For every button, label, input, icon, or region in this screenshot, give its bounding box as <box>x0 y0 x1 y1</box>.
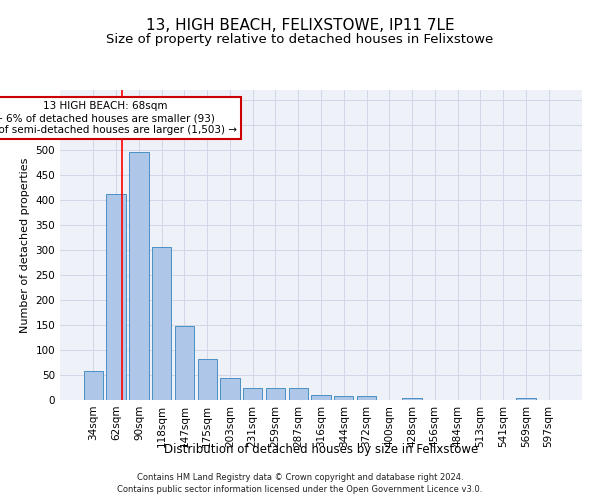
Bar <box>403 398 422 400</box>
Bar <box>106 194 126 400</box>
Text: Distribution of detached houses by size in Felixstowe: Distribution of detached houses by size … <box>164 442 478 456</box>
Bar <box>243 388 262 400</box>
Bar <box>84 371 103 400</box>
Bar <box>311 395 331 400</box>
Bar <box>197 359 217 400</box>
Text: Contains HM Land Registry data © Crown copyright and database right 2024.: Contains HM Land Registry data © Crown c… <box>137 472 463 482</box>
Bar <box>220 378 239 400</box>
Bar <box>516 398 536 400</box>
Bar <box>266 388 285 400</box>
Y-axis label: Number of detached properties: Number of detached properties <box>20 158 30 332</box>
Bar <box>289 388 308 400</box>
Text: 13, HIGH BEACH, FELIXSTOWE, IP11 7LE: 13, HIGH BEACH, FELIXSTOWE, IP11 7LE <box>146 18 454 32</box>
Bar <box>357 396 376 400</box>
Bar <box>175 326 194 400</box>
Text: Contains public sector information licensed under the Open Government Licence v3: Contains public sector information licen… <box>118 485 482 494</box>
Text: Size of property relative to detached houses in Felixstowe: Size of property relative to detached ho… <box>106 32 494 46</box>
Bar <box>152 247 172 400</box>
Text: 13 HIGH BEACH: 68sqm
← 6% of detached houses are smaller (93)
94% of semi-detach: 13 HIGH BEACH: 68sqm ← 6% of detached ho… <box>0 102 237 134</box>
Bar <box>129 152 149 400</box>
Bar <box>334 396 353 400</box>
